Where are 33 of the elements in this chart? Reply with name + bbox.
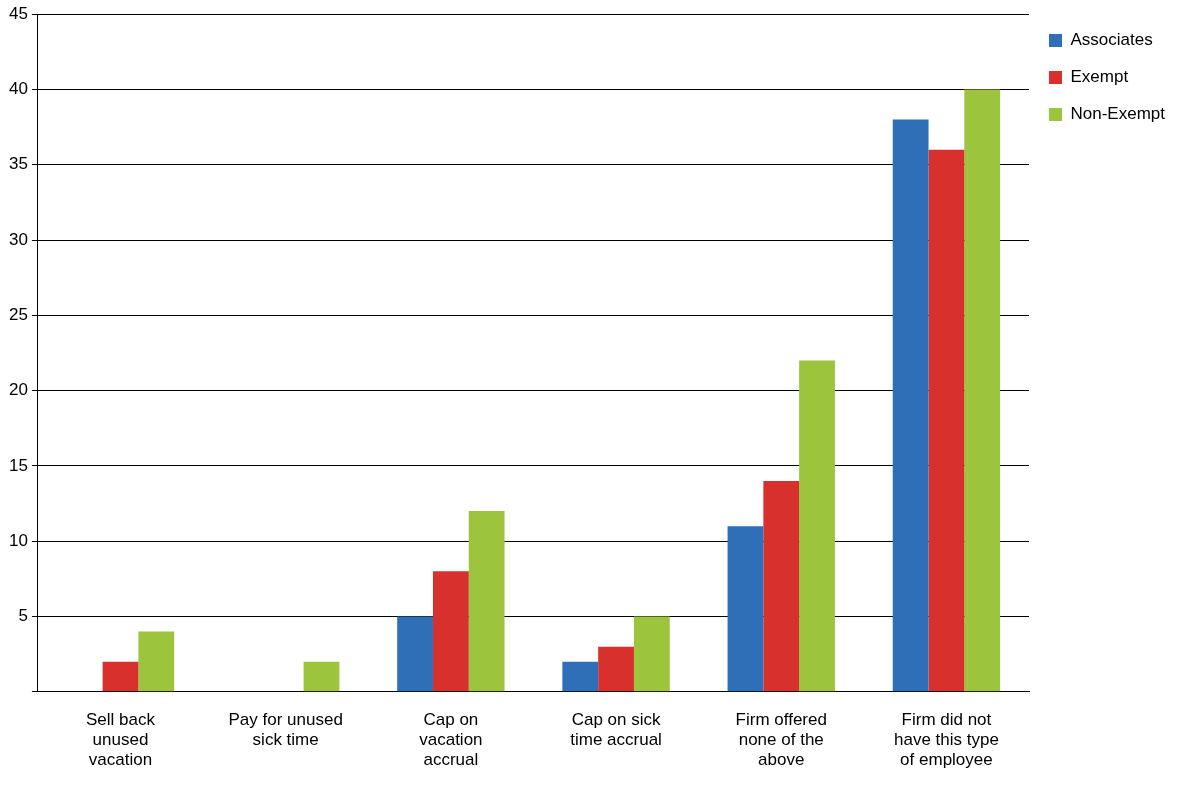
- x-tick-label: Firm did not have this type of employee: [893, 709, 999, 770]
- bar: [562, 661, 599, 692]
- bar: [598, 646, 634, 692]
- bar: [102, 661, 139, 692]
- y-tick-label: 25: [8, 305, 28, 325]
- bar: [138, 631, 175, 692]
- bar: [633, 616, 670, 692]
- x-tick-label: Cap on vacation accrual: [419, 709, 483, 770]
- bar: [727, 526, 764, 692]
- bar: [763, 480, 800, 692]
- x-tick-label: Pay for unused sick time: [228, 709, 343, 750]
- x-tick-label: Firm offered none of the above: [735, 709, 827, 770]
- legend-label: Exempt: [1070, 67, 1129, 87]
- y-tick-label: 10: [8, 530, 28, 550]
- y-tick-label: 5: [18, 606, 28, 626]
- bar: [432, 571, 469, 692]
- bar: [468, 511, 505, 692]
- y-tick-label: 20: [8, 380, 28, 400]
- bar: [303, 661, 340, 692]
- y-tick-label: 35: [8, 154, 28, 174]
- y-tick-label: 40: [8, 79, 28, 99]
- y-tick-label: 30: [8, 229, 28, 249]
- bar: [892, 119, 929, 692]
- y-tick-label: 15: [8, 455, 28, 475]
- bar: [928, 149, 965, 692]
- x-tick-label: Sell back unused vacation: [86, 709, 156, 770]
- x-tick-label: Cap on sick time accrual: [570, 709, 662, 750]
- bar: [397, 616, 433, 692]
- legend-label: Non-Exempt: [1070, 104, 1166, 124]
- bar: [799, 360, 835, 692]
- bar: [964, 89, 1001, 692]
- legend-label: Associates: [1070, 30, 1153, 50]
- y-tick-label: 45: [8, 3, 28, 23]
